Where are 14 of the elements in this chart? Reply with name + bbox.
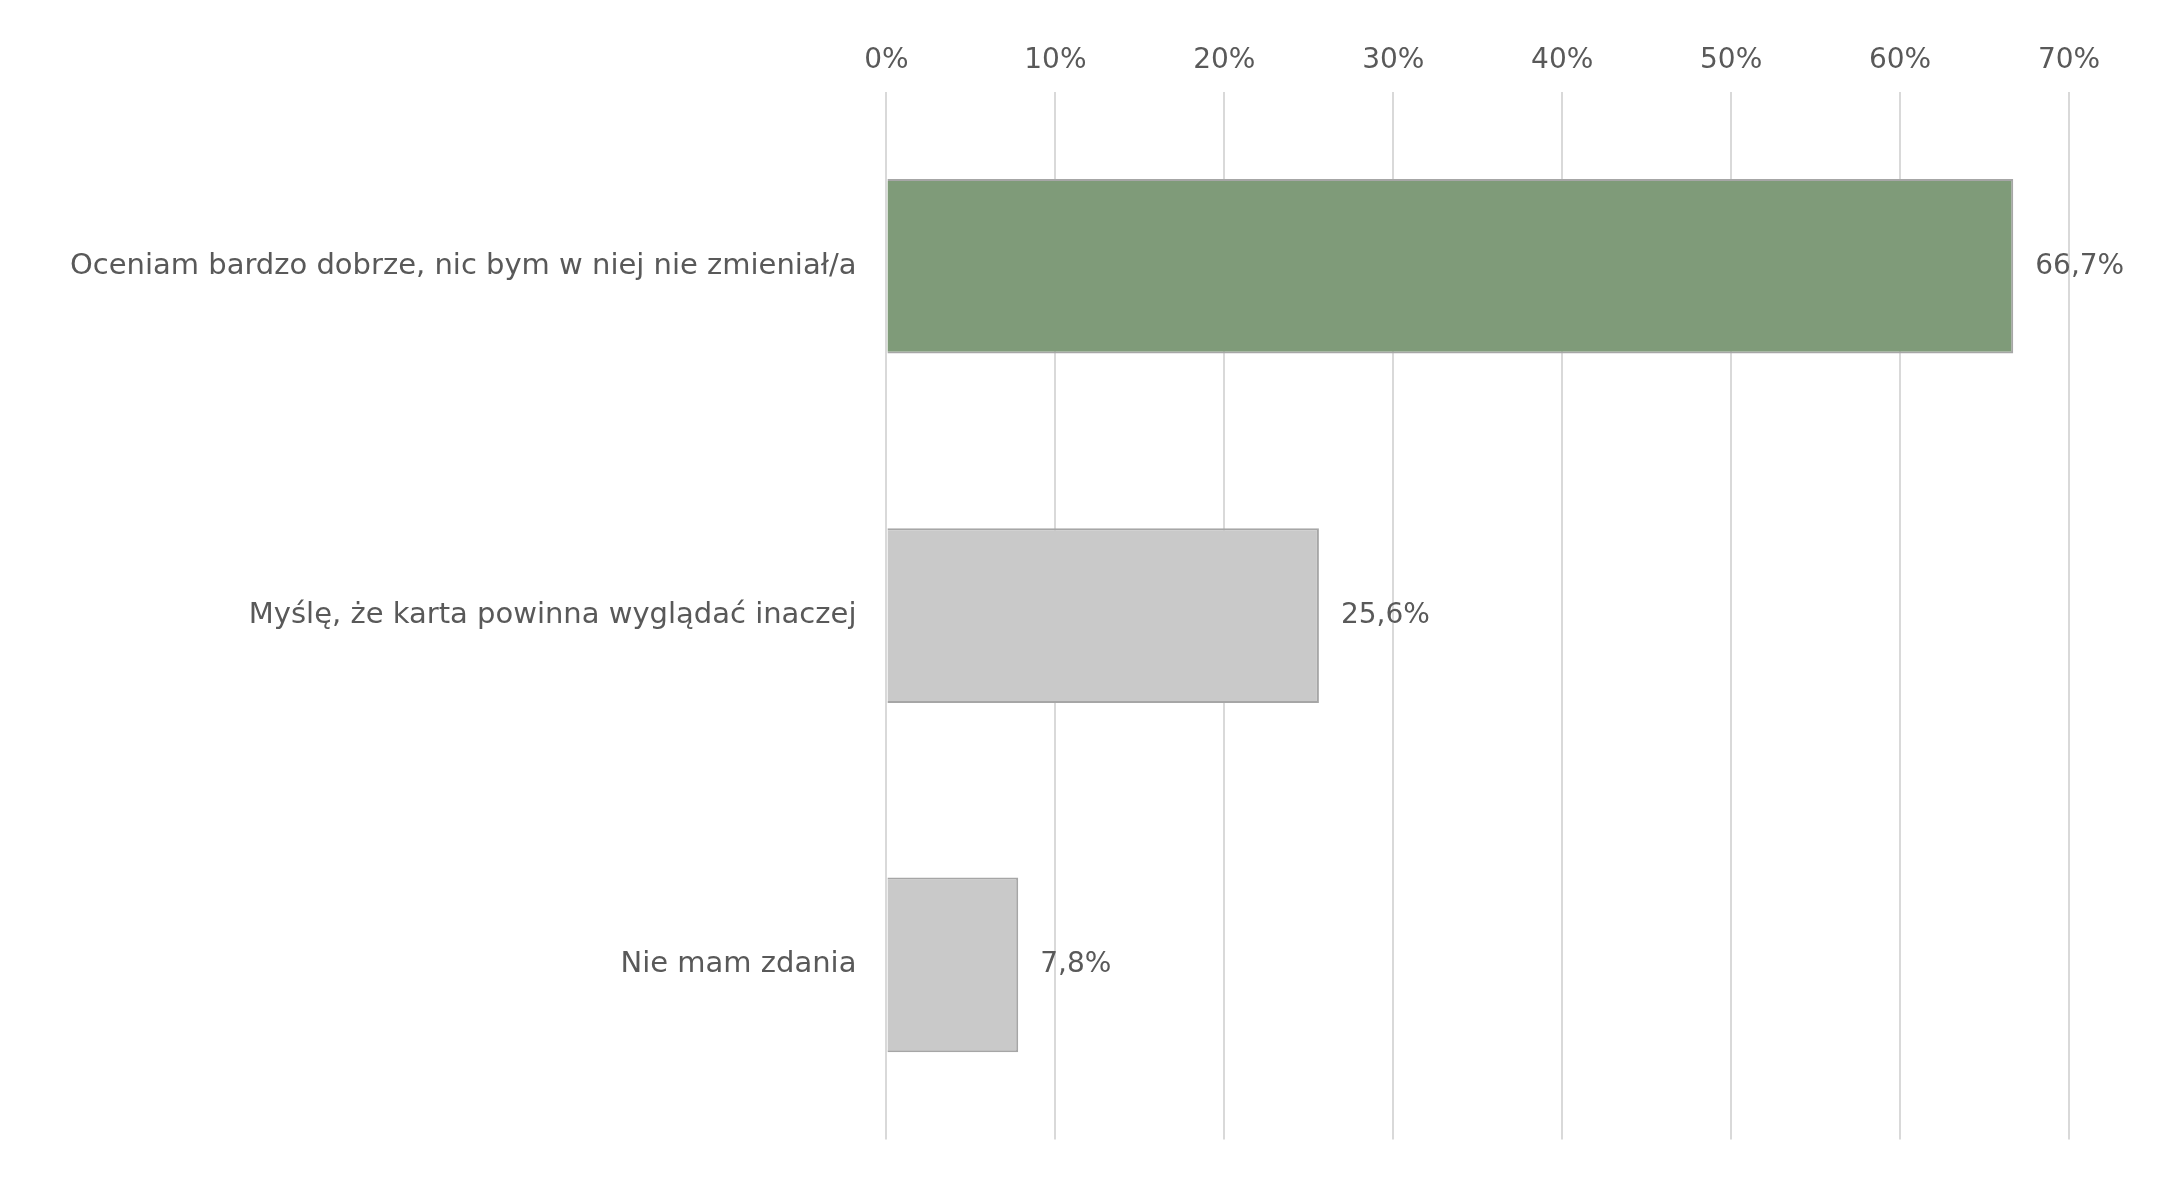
- x-tick-label: 0%: [864, 42, 909, 76]
- y-tick-label: Myślę, że karta powinna wyglądać inaczej: [248, 596, 857, 631]
- x-tick-label: 40%: [1531, 42, 1594, 76]
- y-tick-label: Nie mam zdania: [620, 945, 857, 980]
- data-label: 25,6%: [1340, 596, 1430, 630]
- x-tick-label: 10%: [1024, 42, 1087, 76]
- y-tick-label: Oceniam bardzo dobrze, nic bym w niej nie zmieniał/a: [69, 246, 857, 281]
- x-tick-label: 30%: [1362, 42, 1425, 76]
- data-label: 7,8%: [1040, 946, 1112, 980]
- data-label: 66,7%: [2035, 247, 2125, 281]
- x-tick-label: 60%: [1868, 42, 1932, 76]
- x-tick-label: 70%: [2037, 42, 2101, 76]
- x-tick-label: 50%: [1700, 42, 1763, 76]
- x-tick-label: 20%: [1193, 42, 1256, 76]
